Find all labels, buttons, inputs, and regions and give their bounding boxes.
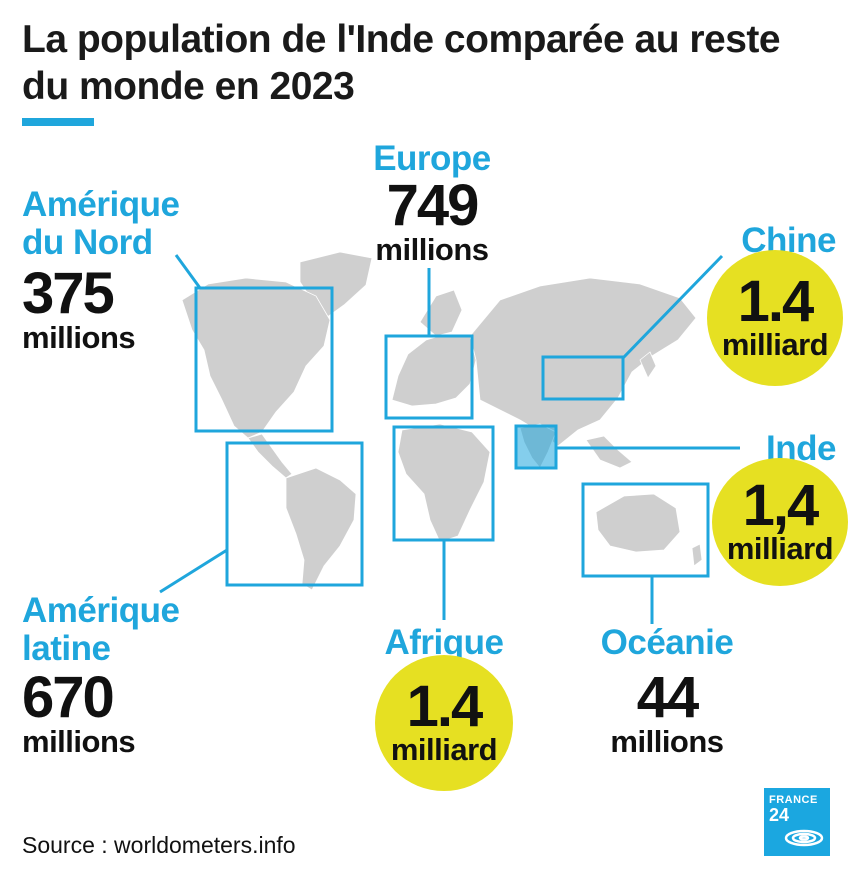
north-america-leader: [174, 254, 202, 289]
new-zealand-shape: [691, 543, 703, 567]
latin-america-value: 670: [22, 665, 115, 730]
north-america-name-line1: Amérique: [22, 185, 180, 224]
latin-america-box: [225, 441, 364, 587]
oceania-unit: millions: [610, 724, 724, 759]
france24-logo: FRANCE 24: [764, 788, 830, 856]
latin-america-name-line2: latine: [22, 629, 111, 668]
region-latin-america: Amérique latine 670 millions: [22, 591, 180, 759]
oceania-box: [581, 482, 710, 578]
latin-america-name-line1: Amérique: [22, 591, 180, 630]
india-circle: 1,4 milliard: [712, 458, 848, 586]
north-america-unit: millions: [22, 320, 136, 355]
africa-circle: 1.4 milliard: [375, 655, 513, 791]
india-value: 1,4: [742, 473, 820, 538]
region-europe: Europe 749 millions: [362, 140, 502, 266]
scandinavia-shape: [419, 289, 463, 337]
oceania-value: 44: [636, 665, 700, 730]
logo-line2: 24: [769, 805, 790, 825]
africa-shape: [397, 423, 491, 543]
africa-unit: milliard: [390, 732, 498, 767]
page-title: La population de l'Inde comparée au rest…: [22, 18, 781, 108]
title-underline: [22, 118, 94, 126]
asia-shape: [469, 277, 697, 447]
china-circle: 1.4 milliard: [707, 250, 843, 386]
central-america-shape: [247, 433, 293, 479]
north-america-name-line2: du Nord: [22, 223, 153, 262]
region-oceania: Océanie 44 millions: [582, 624, 752, 758]
southeast-asia-shape: [585, 435, 633, 469]
china-unit: milliard: [721, 327, 829, 362]
south-america-shape: [285, 467, 357, 591]
africa-value: 1.4: [406, 674, 484, 739]
source-note: Source : worldometers.info: [22, 832, 296, 858]
region-north-america: Amérique du Nord 375 millions: [22, 185, 180, 355]
europe-shape: [391, 333, 477, 407]
australia-shape: [595, 493, 681, 553]
latin-america-leader: [159, 548, 228, 594]
india-unit: milliard: [726, 531, 834, 566]
logo-line1: FRANCE: [769, 794, 818, 806]
china-box: [541, 355, 625, 401]
europe-name: Europe: [373, 139, 491, 178]
latin-america-unit: millions: [22, 724, 136, 759]
north-america-box: [194, 286, 334, 433]
india-box: [514, 424, 558, 470]
china-leader: [621, 254, 724, 360]
china-value: 1.4: [737, 269, 815, 334]
north-america-shape: [181, 277, 331, 439]
europe-unit: millions: [375, 232, 489, 267]
north-america-value: 375: [22, 261, 115, 326]
europe-value: 749: [386, 173, 480, 238]
oceania-name: Océanie: [600, 623, 734, 662]
japan-shape: [639, 351, 657, 379]
logo-waves-icon: [784, 829, 824, 847]
